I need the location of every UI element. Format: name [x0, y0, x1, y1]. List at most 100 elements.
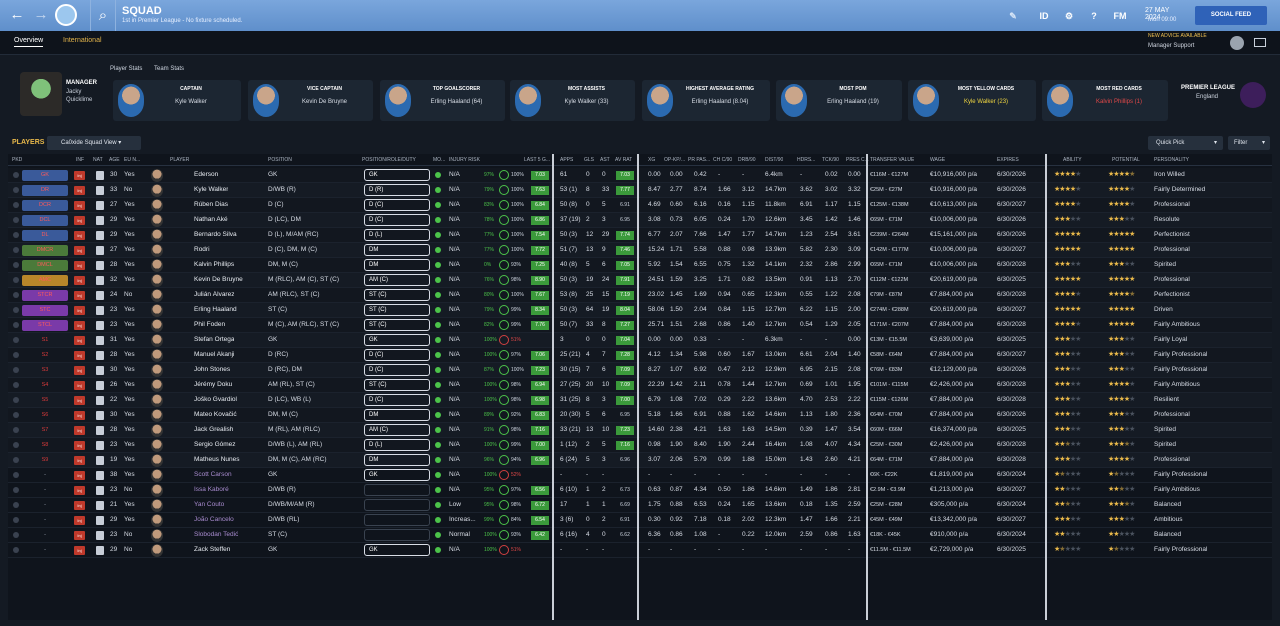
column-header-tck[interactable]: TCK/90 [822, 157, 839, 163]
award-card[interactable]: CAPTAIN Kyle Walker [113, 80, 241, 121]
role-duty-select[interactable]: ST (C) [364, 304, 430, 316]
player-name[interactable]: Stefan Ortega [194, 336, 235, 343]
table-row[interactable]: - Inj 21 Yes Yan Couto D/WB/M/AM (R) Low 95% 98%… [8, 498, 1272, 513]
column-header-position[interactable]: POSITION [268, 157, 292, 163]
role-duty-select[interactable]: AM (C) [364, 424, 430, 436]
club-badge-icon[interactable] [55, 4, 77, 26]
column-header-xg[interactable]: XG [648, 157, 656, 163]
award-card[interactable]: MOST YELLOW CARDS Kyle Walker (23) [908, 80, 1036, 121]
table-row[interactable]: STC Inj 23 Yes Erling Haaland ST (C) ST (C) N/A… [8, 303, 1272, 318]
position-pill[interactable]: DL [22, 230, 68, 241]
role-duty-select[interactable]: D (L) [364, 439, 430, 451]
column-header-potential[interactable]: POTENTIAL [1112, 157, 1140, 163]
column-header-age[interactable]: AGE [109, 157, 120, 163]
user-icon[interactable] [1230, 36, 1244, 50]
tab-player-stats[interactable]: Player Stats [110, 66, 143, 72]
position-pill[interactable]: DMCL [22, 260, 68, 271]
player-name[interactable]: Erling Haaland [194, 306, 237, 313]
player-name[interactable]: João Cancelo [194, 516, 234, 523]
help-icon[interactable]: ? [1091, 11, 1097, 21]
role-duty-select[interactable]: D (R) [364, 184, 430, 196]
table-row[interactable]: S9 Inj 19 Yes Matheus Nunes DM, M (C), AM (RC… [8, 453, 1272, 468]
role-duty-select[interactable]: DM [364, 409, 430, 421]
player-name[interactable]: Matheus Nunes [194, 456, 240, 463]
position-pill[interactable]: STCR [22, 290, 68, 301]
table-row[interactable]: DCR Inj 27 Yes Rúben Dias D (C) D (C) N/A 83% 100… [8, 198, 1272, 213]
column-header-pkd[interactable]: PKD [12, 157, 23, 163]
role-duty-select[interactable]: GK [364, 544, 430, 556]
role-duty-select[interactable] [364, 499, 430, 511]
role-duty-select[interactable]: D (C) [364, 364, 430, 376]
table-row[interactable]: DCL Inj 29 Yes Nathan Aké D (LC), DM D (C) N/A 7… [8, 213, 1272, 228]
player-name[interactable]: John Stones [194, 366, 231, 373]
player-name[interactable]: Jack Grealish [194, 426, 234, 433]
player-name[interactable]: Manuel Akanji [194, 351, 235, 358]
player-name[interactable]: Slobodan Tedić [194, 531, 239, 538]
social-feed-button[interactable]: SOCIAL FEED [1195, 6, 1267, 25]
award-card[interactable]: HIGHEST AVERAGE RATING Erling Haaland (8.… [642, 80, 770, 121]
column-header-prd[interactable]: POSITION/ROLE/DUTY [362, 157, 416, 163]
position-pill[interactable]: DCL [22, 215, 68, 226]
column-header-chc[interactable]: CH C/90 [713, 157, 733, 163]
role-duty-select[interactable]: GK [364, 169, 430, 181]
table-row[interactable]: AMC Inj 32 Yes Kevin De Bruyne M (RLC), AM (C… [8, 273, 1272, 288]
role-duty-select[interactable] [364, 529, 430, 541]
column-header-hdrs[interactable]: HDRS... [797, 157, 816, 163]
table-row[interactable]: S2 Inj 28 Yes Manuel Akanji D (RC) D (C) N/A 100… [8, 348, 1272, 363]
column-header-eu[interactable]: EU N... [124, 157, 141, 163]
role-duty-select[interactable]: DM [364, 259, 430, 271]
position-pill[interactable]: - [44, 487, 46, 493]
position-pill[interactable]: DMCR [22, 245, 68, 256]
role-duty-select[interactable] [364, 484, 430, 496]
column-header-mo[interactable]: MO... [433, 157, 446, 163]
screen-icon[interactable] [1254, 38, 1266, 47]
table-row[interactable]: STCL Inj 23 Yes Phil Foden M (C), AM (RLC), S… [8, 318, 1272, 333]
position-pill[interactable]: S7 [41, 427, 49, 433]
column-header-personality[interactable]: PERSONALITY [1154, 157, 1190, 163]
position-pill[interactable]: - [44, 502, 46, 508]
player-name[interactable]: Mateo Kovačić [194, 411, 237, 418]
table-row[interactable]: DMCL Inj 28 Yes Kalvin Phillips DM, M (C) DM N/… [8, 258, 1272, 273]
player-name[interactable]: Ederson [194, 171, 219, 178]
column-header-gls[interactable]: GLS [584, 157, 595, 163]
player-name[interactable]: Jérémy Doku [194, 381, 233, 388]
table-row[interactable]: S5 Inj 22 Yes Joško Gvardiol D (LC), WB (L) D … [8, 393, 1272, 408]
role-duty-select[interactable]: DM [364, 244, 430, 256]
role-duty-select[interactable]: D (C) [364, 199, 430, 211]
player-name[interactable]: Nathan Aké [194, 216, 228, 223]
table-row[interactable]: DR Inj 33 No Kyle Walker D/WB (R) D (R) N/A 79% 1… [8, 183, 1272, 198]
player-name[interactable]: Issa Kaboré [194, 486, 229, 493]
filter-button[interactable]: Filter ▾ [1228, 136, 1270, 150]
column-header-avrat[interactable]: AV RAT [615, 157, 633, 163]
table-row[interactable]: DMCR Inj 27 Yes Rodri D (C), DM, M (C) DM N/A 77… [8, 243, 1272, 258]
award-card[interactable]: MOST POM Erling Haaland (19) [776, 80, 902, 121]
position-pill[interactable]: STCL [22, 320, 68, 331]
player-name[interactable]: Yan Couto [194, 501, 225, 508]
column-header-apps[interactable]: APPS [560, 157, 574, 163]
position-pill[interactable]: STC [22, 305, 68, 316]
player-name[interactable]: Rodri [194, 246, 210, 253]
position-pill[interactable]: - [44, 472, 46, 478]
column-header-ability[interactable]: ABILITY [1063, 157, 1082, 163]
player-name[interactable]: Scott Carson [194, 471, 232, 478]
role-duty-select[interactable]: ST (C) [364, 289, 430, 301]
player-name[interactable]: Kevin De Bruyne [194, 276, 243, 283]
table-row[interactable]: S4 Inj 26 Yes Jérémy Doku AM (RL), ST (C) ST (… [8, 378, 1272, 393]
position-pill[interactable]: S4 [41, 382, 49, 388]
role-duty-select[interactable]: D (C) [364, 214, 430, 226]
table-row[interactable]: - Inj 38 Yes Scott Carson GK GK N/A 100% 52% - - - - -… [8, 468, 1272, 483]
column-header-expires[interactable]: EXPIRES [997, 157, 1019, 163]
position-pill[interactable]: S1 [41, 337, 49, 343]
position-pill[interactable]: S9 [41, 457, 49, 463]
column-header-presc[interactable]: PRES C... [846, 157, 869, 163]
position-pill[interactable]: DCR [22, 200, 68, 211]
table-row[interactable]: S3 Inj 30 Yes John Stones D (RC), DM D (C) N/A 8… [8, 363, 1272, 378]
player-name[interactable]: Bernardo Silva [194, 231, 237, 238]
role-duty-select[interactable]: D (L) [364, 229, 430, 241]
column-header-nat[interactable]: NAT [93, 157, 103, 163]
table-row[interactable]: DL Inj 29 Yes Bernardo Silva D (L), M/AM (RC)… [8, 228, 1272, 243]
role-duty-select[interactable]: GK [364, 334, 430, 346]
fm-icon[interactable]: FM [1113, 11, 1127, 21]
table-row[interactable]: S7 Inj 28 Yes Jack Grealish M (RL), AM (RLC) A… [8, 423, 1272, 438]
position-pill[interactable]: - [44, 517, 46, 523]
